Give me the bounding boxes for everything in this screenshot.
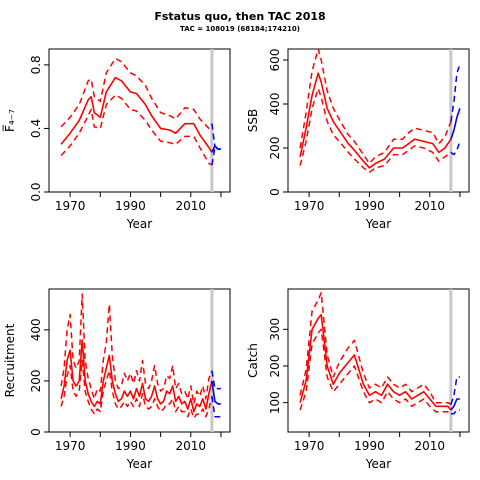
x-tick-label: 1990 [354,439,385,453]
y-axis-label: SSB [246,109,260,132]
historic-estimate-line [60,339,213,413]
y-tick-label: 600 [268,49,282,72]
forecast-lower-bound-line [450,141,461,156]
plot-frame [48,48,231,193]
forecast-lower-bound-line [211,396,221,418]
x-tick-label: 1970 [55,439,86,453]
x-tick-label: 2010 [176,439,207,453]
x-tick-label: 1990 [115,199,146,213]
forecast-upper-bound-line [211,370,221,390]
x-tick-label: 2010 [415,199,446,213]
x-tick-label: 1970 [55,199,86,213]
y-tick-label: 400 [268,93,282,116]
x-axis-label: Year [365,217,391,231]
plot-frame [48,288,231,433]
forecast-estimate-line [450,108,461,140]
y-tick-label: 400 [29,318,43,341]
x-axis-label: Year [365,457,391,471]
historic-lower-bound-line [299,328,452,415]
y-tick-label: 0.8 [29,55,43,74]
y-tick-label: 0 [29,428,43,436]
historic-estimate-line [299,72,452,169]
historic-upper-bound-line [60,293,213,405]
figure-subtitle: TAC = 108019 (68184;174210) [180,25,300,33]
forecast-upper-bound-line [450,64,461,122]
historic-estimate-line [299,313,452,411]
historic-upper-bound-line [299,49,452,165]
y-tick-label: 0.4 [29,119,43,138]
historic-estimate-line [60,76,213,153]
forecast-estimate-line [211,380,221,405]
y-axis-label: Recruitment [3,323,17,397]
panel-ssb: 1970 1990 2010 0 200 400 600 Year SSB [246,48,470,231]
y-axis-label: F̅₄₋₇ [2,109,17,132]
panel-catch: 1970 1990 2010 100 200 300 Year Catch [246,288,470,471]
y-tick-label: 200 [29,369,43,392]
y-tick-label: 200 [268,355,282,378]
plot-frame [287,288,470,433]
historic-lower-bound-line [60,359,213,419]
panel-fbar: 1970 1990 2010 0.0 0.4 0.8 Year F̅₄₋₇ [2,48,231,231]
x-axis-label: Year [126,457,152,471]
historic-lower-bound-line [60,94,213,166]
forecast-upper-bound-line [450,376,460,405]
historic-upper-bound-line [60,57,213,130]
x-tick-label: 1990 [354,199,385,213]
y-axis-label: Catch [246,343,260,378]
x-axis-label: Year [126,217,152,231]
y-tick-label: 200 [268,137,282,160]
x-tick-label: 1970 [294,439,325,453]
panel-recruitment: 1970 1990 2010 0 200 400 Year Recruitment [3,288,231,471]
x-tick-label: 2010 [176,199,207,213]
forecast-lower-bound-line [450,409,460,415]
historic-upper-bound-line [299,291,452,406]
y-tick-label: 300 [268,318,282,341]
y-tick-label: 0.0 [29,182,43,201]
forecast-estimate-line [450,398,460,411]
forecast-estimate-line [211,145,221,153]
plot-frame [287,48,470,193]
x-tick-label: 2010 [415,439,446,453]
y-tick-label: 0 [268,188,282,196]
x-tick-label: 1970 [294,199,325,213]
y-tick-label: 100 [268,391,282,414]
figure-title: Fstatus quo, then TAC 2018 [154,10,325,23]
x-tick-label: 1990 [115,439,146,453]
historic-lower-bound-line [299,87,452,173]
